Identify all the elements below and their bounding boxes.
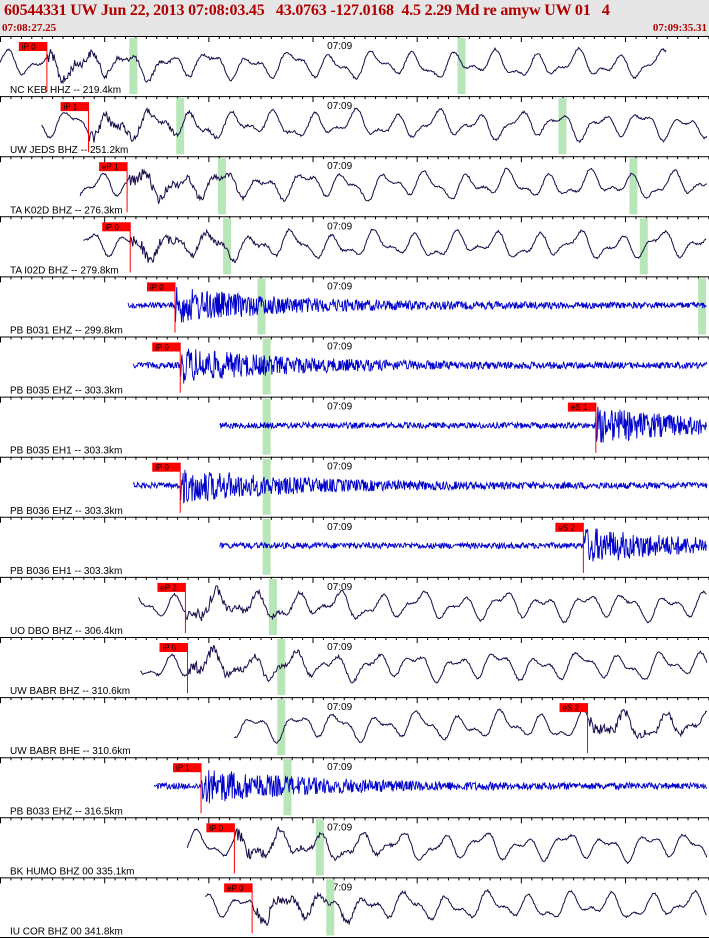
station-label: PB B036 EHZ -- 303.3km: [10, 506, 123, 517]
waveform-trace: [187, 826, 708, 865]
event-title: 60544331 UW Jun 22, 2013 07:08:03.45 43.…: [4, 2, 610, 19]
pick-flag: [18, 42, 47, 51]
waveform-trace: [219, 528, 707, 562]
station-label: PB B036 EH1 -- 303.3km: [10, 566, 122, 577]
minute-tick-label: 07:09: [327, 642, 352, 653]
pick-label: iP 1: [64, 103, 78, 112]
station-label: TA K02D BHZ -- 276.3km: [10, 205, 123, 216]
pick-flag: [102, 222, 131, 232]
pick-flag: [157, 582, 186, 592]
pick-label: iP 0: [150, 283, 164, 292]
minute-tick-label: 07:09: [327, 702, 352, 713]
coda-marker: [558, 98, 567, 155]
waveform-trace: [41, 106, 708, 144]
pick-label: eP 2: [160, 583, 177, 592]
minute-tick-label: 07:09: [327, 41, 352, 52]
pick-label: iP 0: [22, 43, 36, 52]
pick-label: eP 1: [102, 163, 119, 172]
pick-flag: [567, 402, 596, 412]
minute-tick-label: 07:09: [327, 522, 352, 533]
pick-flag: [206, 823, 235, 833]
pick-flag: [159, 643, 188, 652]
window-start-time: 07:08:27.25: [2, 22, 57, 34]
pick-flag: [152, 462, 181, 472]
coda-marker: [277, 699, 286, 756]
station-label: TA I02D BHZ -- 279.8km: [10, 265, 119, 276]
station-label: UW BABR BHE -- 310.6km: [10, 746, 131, 757]
waveform-trace: [132, 348, 708, 384]
coda-marker: [223, 218, 232, 275]
station-label: UW JEDS BHZ -- 251.2km: [10, 145, 128, 156]
pick-label: eS 1: [571, 403, 588, 412]
minute-tick-label: 07:09: [327, 582, 352, 593]
station-label: PB B031 EHZ -- 299.8km: [10, 326, 123, 337]
pick-label: iP 0: [209, 824, 223, 833]
minute-tick-label: 07:09: [327, 221, 352, 232]
station-label: PB B035 EHZ -- 303.3km: [10, 386, 123, 397]
header-bar: 60544331 UW Jun 22, 2013 07:08:03.45 43.…: [0, 0, 709, 36]
waveform-trace: [79, 167, 707, 204]
pick-flag: [99, 162, 128, 172]
waveform-trace: [132, 469, 708, 504]
minute-tick-label: 07:09: [327, 462, 352, 473]
coda-marker: [698, 278, 707, 335]
pick-flag: [555, 522, 584, 532]
coda-marker: [639, 218, 648, 275]
minute-tick-label: 07:09: [327, 281, 352, 292]
pick-flag: [152, 342, 181, 352]
station-label: PB B033 EHZ -- 316.5km: [10, 806, 123, 817]
minute-tick-label: 07:09: [327, 882, 352, 893]
window-end-time: 07:09:35.31: [652, 22, 707, 34]
pick-label: iP 1: [176, 764, 190, 773]
waveform-trace: [219, 406, 707, 444]
station-label: UW BABR BHZ -- 310.6km: [10, 686, 130, 697]
waveform-trace: [83, 228, 707, 263]
minute-tick-label: 07:09: [327, 762, 352, 773]
coda-marker: [176, 98, 185, 155]
waveform-trace: [0, 46, 667, 85]
station-label: PB B035 EH1 -- 303.3km: [10, 446, 122, 457]
pick-label: iP 0: [155, 463, 169, 472]
waveform-trace: [140, 644, 708, 684]
coda-marker: [315, 819, 324, 876]
coda-marker: [457, 38, 466, 95]
waveform-trace: [234, 708, 708, 744]
minute-tick-label: 07:09: [327, 822, 352, 833]
minute-tick-label: 07:09: [327, 101, 352, 112]
pick-label: iP 0: [105, 223, 119, 232]
waveform-trace: [153, 770, 708, 804]
pick-label: iP 0: [163, 644, 177, 653]
coda-marker: [629, 158, 638, 215]
pick-label: eP 0: [227, 884, 244, 893]
minute-tick-label: 07:09: [327, 342, 352, 353]
pick-flag: [224, 883, 253, 893]
pick-flag: [173, 763, 202, 773]
coda-marker: [217, 158, 226, 215]
station-label: BK HUMO BHZ 00 335.1km: [10, 866, 134, 877]
pick-label: eS 2: [558, 523, 575, 532]
coda-marker: [262, 458, 271, 515]
pick-label: eS 2: [563, 704, 580, 713]
station-label: NC KEB HHZ -- 219.4km: [10, 85, 121, 96]
seismogram-plot: 07:09 iP 0 NC KEB HHZ -- 219.4km 07:09 iP 1 U…: [0, 36, 709, 938]
station-label: IU COR BHZ 00 341.8km: [10, 927, 123, 938]
minute-tick-label: 07:09: [327, 402, 352, 413]
waveform-trace: [138, 585, 707, 624]
coda-marker: [129, 38, 138, 95]
waveform-trace: [127, 287, 707, 323]
coda-marker: [283, 759, 292, 816]
pick-label: iP 0: [155, 343, 169, 352]
waveform-trace: [204, 888, 707, 926]
minute-tick-label: 07:09: [327, 161, 352, 172]
coda-marker: [326, 879, 335, 936]
coda-marker: [268, 578, 277, 635]
station-label: UO DBO BHZ -- 306.4km: [10, 626, 123, 637]
pick-flag: [559, 703, 588, 713]
pick-flag: [147, 282, 176, 292]
pick-flag: [60, 102, 89, 112]
